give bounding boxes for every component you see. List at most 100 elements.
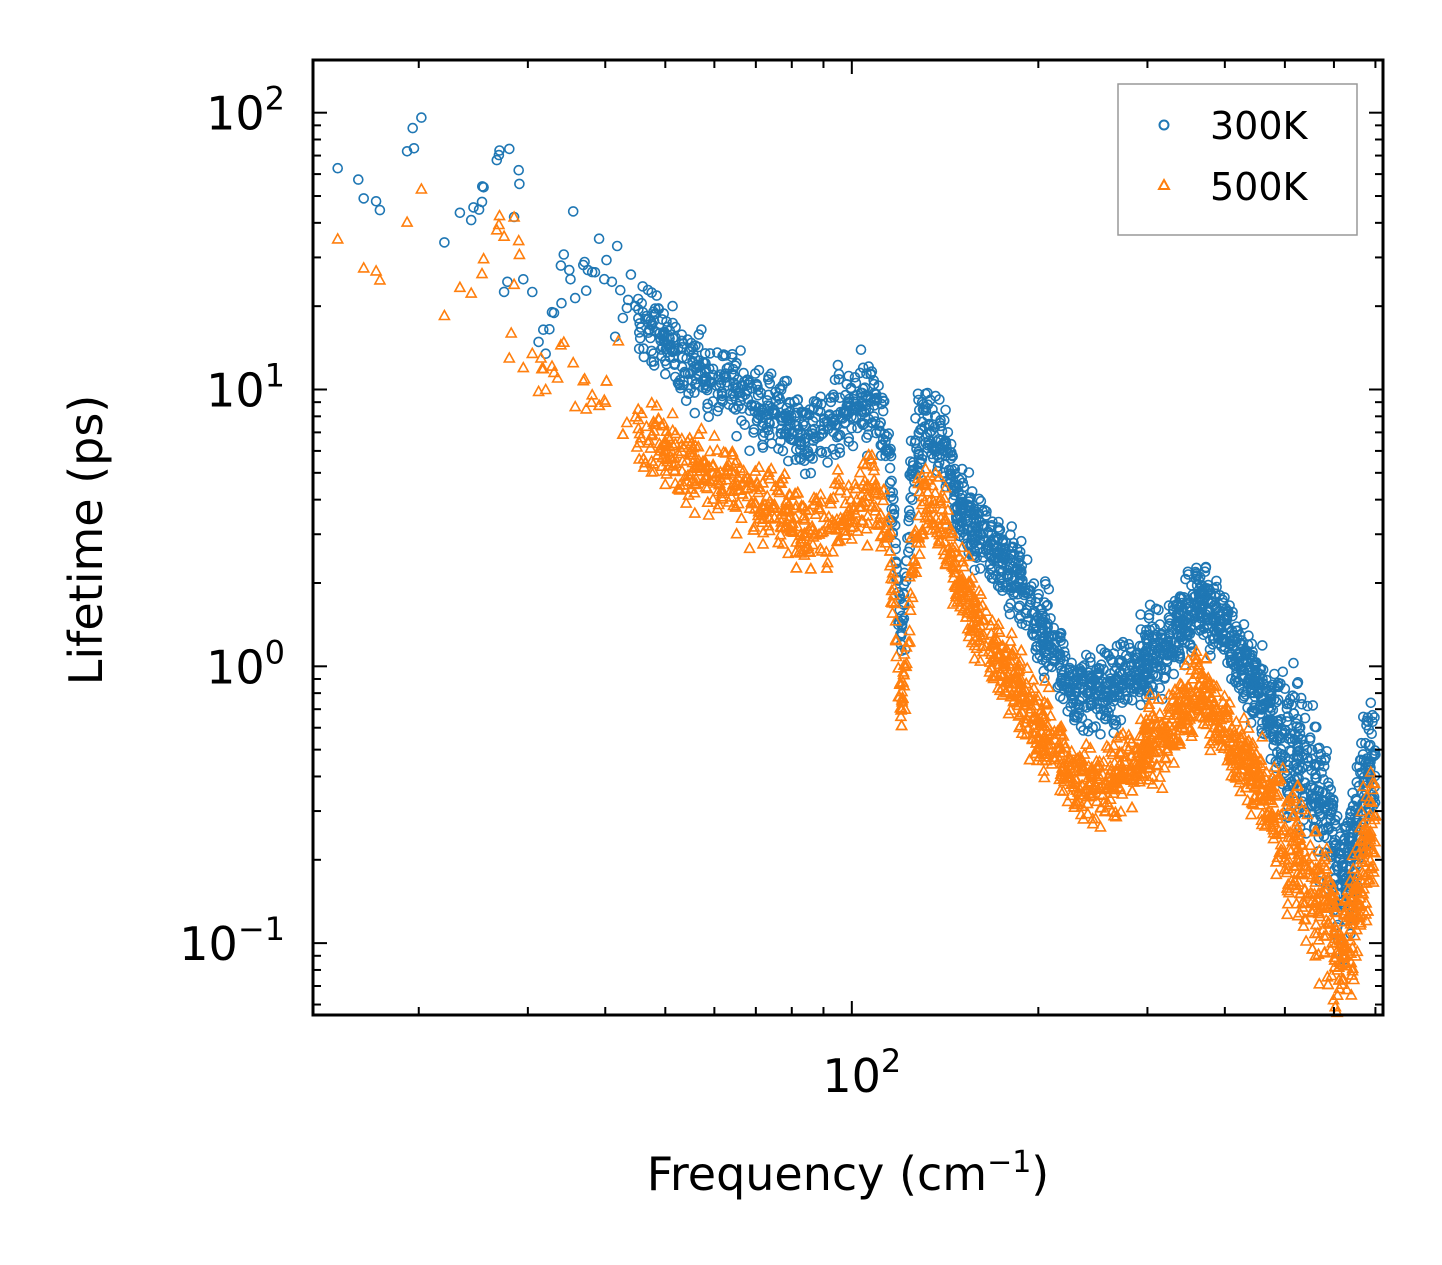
scatter-point-300K <box>774 393 786 405</box>
scatter-point-500K <box>502 351 516 363</box>
scatter-point-300K <box>905 492 916 503</box>
scatter-point-500K <box>1338 904 1352 916</box>
scatter-point-300K <box>1142 660 1154 671</box>
scatter-point-300K <box>655 335 667 346</box>
scatter-point-300K <box>823 410 835 422</box>
scatter-point-500K <box>684 436 698 449</box>
scatter-point-300K <box>1252 687 1264 698</box>
scatter-point-500K <box>1076 754 1089 766</box>
scatter-point-500K <box>773 485 787 498</box>
scatter-point-500K <box>855 513 868 526</box>
x-axis-label-close: ) <box>1031 1147 1049 1201</box>
scatter-point-500K <box>842 504 855 516</box>
scatter-point-500K <box>1019 715 1033 728</box>
scatter-point-500K <box>977 628 990 640</box>
scatter-point-300K <box>950 479 961 491</box>
y-axis-label: Lifetime (ps) <box>59 395 113 686</box>
scatter-point-500K <box>1359 855 1373 867</box>
scatter-point-500K <box>720 459 734 471</box>
scatter-point-300K <box>868 378 880 390</box>
scatter-point-500K <box>1242 721 1255 733</box>
scatter-point-500K <box>926 478 939 491</box>
scatter-point-300K <box>920 437 931 449</box>
scatter-point-500K <box>1169 723 1183 736</box>
scatter-point-500K <box>658 477 672 490</box>
scatter-point-500K <box>1162 688 1176 700</box>
scatter-point-300K <box>849 401 861 413</box>
scatter-point-500K <box>1185 695 1199 708</box>
scatter-point-300K <box>1224 600 1235 611</box>
scatter-point-500K <box>507 210 521 222</box>
scatter-point-300K <box>476 196 488 208</box>
scatter-point-300K <box>569 292 581 304</box>
scatter-point-300K <box>1302 700 1313 712</box>
scatter-point-500K <box>1053 720 1067 733</box>
scatter-point-300K <box>1296 751 1308 762</box>
scatter-point-300K <box>1005 598 1017 609</box>
scatter-point-300K <box>757 442 769 453</box>
scatter-point-500K <box>937 543 951 556</box>
scatter-point-300K <box>752 389 764 401</box>
scatter-point-500K <box>809 492 823 504</box>
scatter-point-300K <box>408 143 420 154</box>
scatter-point-500K <box>957 559 971 572</box>
scatter-point-500K <box>1023 690 1037 702</box>
scatter-point-500K <box>1298 883 1311 895</box>
scatter-point-300K <box>606 276 618 288</box>
scatter-point-500K <box>532 384 545 397</box>
scatter-point-300K <box>1211 575 1222 587</box>
scatter-point-500K <box>1201 698 1215 710</box>
scatter-point-300K <box>1299 712 1311 724</box>
scatter-point-500K <box>1150 758 1163 770</box>
scatter-point-500K <box>675 464 689 476</box>
scatter-point-500K <box>979 604 993 616</box>
scatter-point-500K <box>1268 760 1281 772</box>
scatter-point-500K <box>740 481 754 493</box>
scatter-point-300K <box>805 467 817 479</box>
scatter-point-500K <box>993 625 1006 637</box>
scatter-point-500K <box>1312 977 1326 989</box>
scatter-point-300K <box>779 375 790 387</box>
scatter-point-300K <box>1032 611 1043 623</box>
scatter-point-500K <box>953 550 966 562</box>
scatter-point-300K <box>654 327 666 339</box>
scatter-point-500K <box>860 489 873 501</box>
scatter-point-300K <box>358 193 370 204</box>
scatter-point-300K <box>1090 679 1102 690</box>
scatter-point-500K <box>1190 667 1204 679</box>
scatter-point-500K <box>925 523 939 535</box>
scatter-point-300K <box>1275 743 1287 755</box>
scatter-point-500K <box>1306 942 1319 954</box>
scatter-point-300K <box>1153 604 1164 616</box>
scatter-point-500K <box>675 432 689 444</box>
x-axis-label: Frequency (cm−1) <box>647 1145 1050 1201</box>
scatter-point-500K <box>507 277 521 290</box>
scatter-point-500K <box>1356 865 1369 878</box>
scatter-point-300K <box>699 348 711 359</box>
scatter-point-300K <box>727 363 739 375</box>
scatter-point-300K <box>1151 629 1162 641</box>
scatter-point-300K <box>637 306 649 318</box>
scatter-point-300K <box>803 450 815 462</box>
scatter-point-300K <box>493 149 505 161</box>
scatter-point-500K <box>774 520 788 532</box>
scatter-point-300K <box>854 367 866 379</box>
scatter-point-500K <box>1319 877 1333 890</box>
scatter-point-300K <box>1337 859 1349 871</box>
scatter-point-500K <box>944 546 958 558</box>
scatter-point-300K <box>1167 605 1179 617</box>
scatter-point-300K <box>996 566 1008 578</box>
scatter-point-500K <box>826 545 840 557</box>
scatter-point-500K <box>1054 727 1068 739</box>
scatter-point-500K <box>1361 845 1375 857</box>
scatter-point-300K <box>683 388 694 400</box>
scatter-point-500K <box>1218 725 1231 737</box>
scatter-point-500K <box>1171 702 1185 714</box>
scatter-point-300K <box>857 419 869 431</box>
scatter-point-500K <box>1019 728 1033 740</box>
scatter-point-500K <box>1162 700 1176 712</box>
scatter-point-300K <box>942 426 954 438</box>
scatter-point-500K <box>1286 878 1299 891</box>
scatter-point-500K <box>1200 717 1214 730</box>
scatter-point-300K <box>1101 704 1113 716</box>
